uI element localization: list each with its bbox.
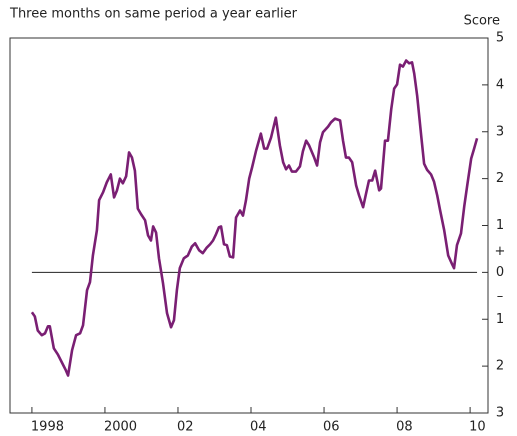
x-tick-label: 1998: [31, 420, 64, 435]
y-tick-label: 5: [496, 31, 504, 46]
y-tick-label: 2: [496, 171, 504, 186]
data-line: [30, 59, 479, 377]
annotation: –: [497, 289, 504, 304]
y-tick-label: 3: [496, 406, 504, 421]
x-tick-label: 02: [177, 420, 194, 435]
x-tick-label: 04: [250, 420, 267, 435]
annotation: +: [495, 244, 506, 259]
y-tick-label: 4: [496, 77, 504, 92]
y-axis-label: Score: [464, 14, 500, 29]
y-tick-label: 1: [496, 312, 504, 327]
y-tick-label: 2: [496, 359, 504, 374]
x-tick-label: 06: [323, 420, 340, 435]
x-tick-label: 2000: [104, 420, 137, 435]
chart-title: Three months on same period a year earli…: [9, 7, 298, 22]
x-tick-label: 10: [469, 420, 486, 435]
x-tick-label: 08: [396, 420, 413, 435]
y-tick-label: 3: [496, 124, 504, 139]
y-tick-label: 1: [496, 218, 504, 233]
y-tick-label: 0: [496, 265, 504, 280]
